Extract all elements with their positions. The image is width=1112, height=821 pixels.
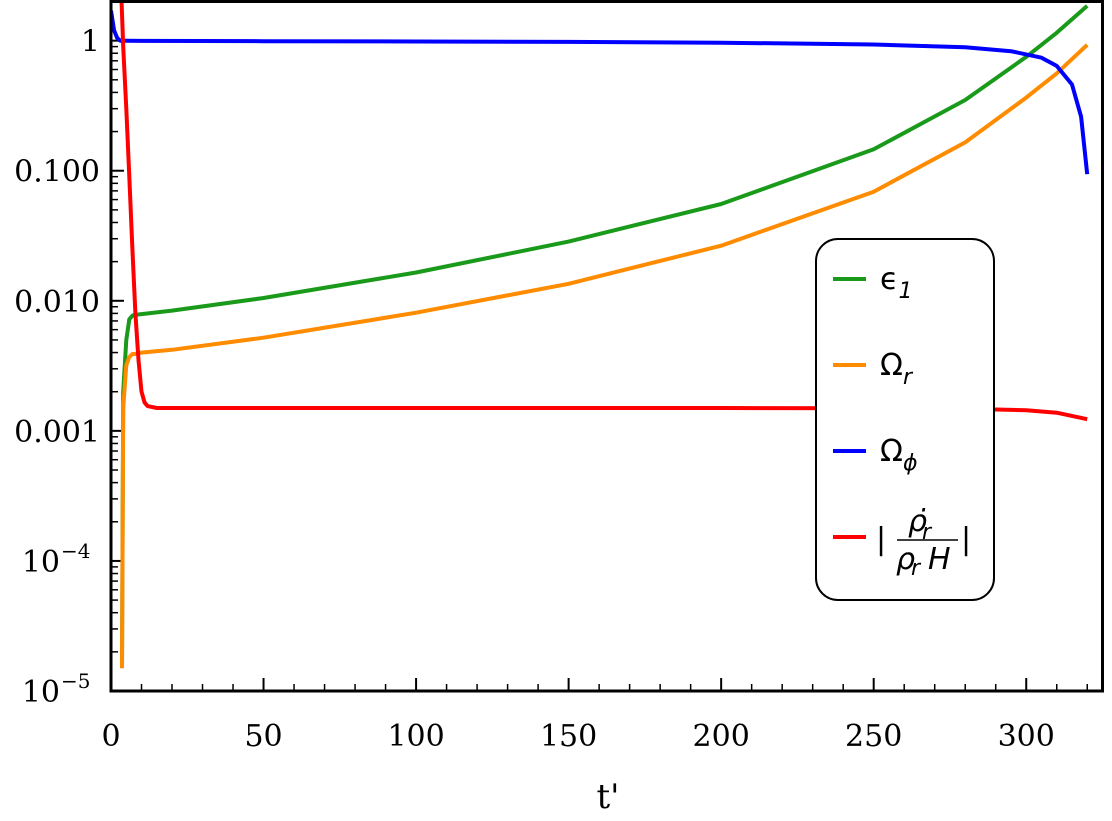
svg-text:r: r [922,520,933,545]
legend-label-2: Ωϕ [880,434,917,476]
x-tick-label: 200 [693,719,750,754]
y-tick-label: 0.100 [14,155,100,190]
legend-label-0: ϵ1 [880,262,912,304]
series-line-0 [120,4,1089,669]
x-tick-label: 50 [244,719,282,754]
svg-text:r: r [911,556,922,581]
x-tick-marks [110,678,1088,691]
legend-label-1: Ωr [880,348,914,390]
svg-text:|: | [961,522,971,557]
x-tick-labels: 0 50 100 150 200 250 300 [101,719,1054,754]
plot-frame [109,0,1104,693]
x-tick-label: 150 [540,719,597,754]
y-tick-label: 1 [81,25,100,60]
series-line-2 [111,10,1090,175]
x-tick-label: 100 [387,719,444,754]
x-tick-label: 250 [845,719,902,754]
y-tick-label: 0.001 [14,415,100,450]
y-tick-label: 10 [22,545,60,580]
svg-text:H: H [928,542,951,577]
series-line-1 [120,43,1089,669]
y-tick-label: 10 [22,675,60,710]
x-tick-label: 0 [101,719,120,754]
svg-text:ρ: ρ [896,542,915,577]
svg-text:ρ̇: ρ̇ [908,504,927,539]
x-tick-label: 300 [998,719,1055,754]
x-axis-title: t' [596,777,619,817]
legend-box [815,238,995,601]
y-tick-exponent: −5 [61,669,90,693]
svg-text:|: | [876,522,886,557]
y-tick-label: 0.010 [14,285,100,320]
y-tick-exponent: −4 [61,539,90,563]
